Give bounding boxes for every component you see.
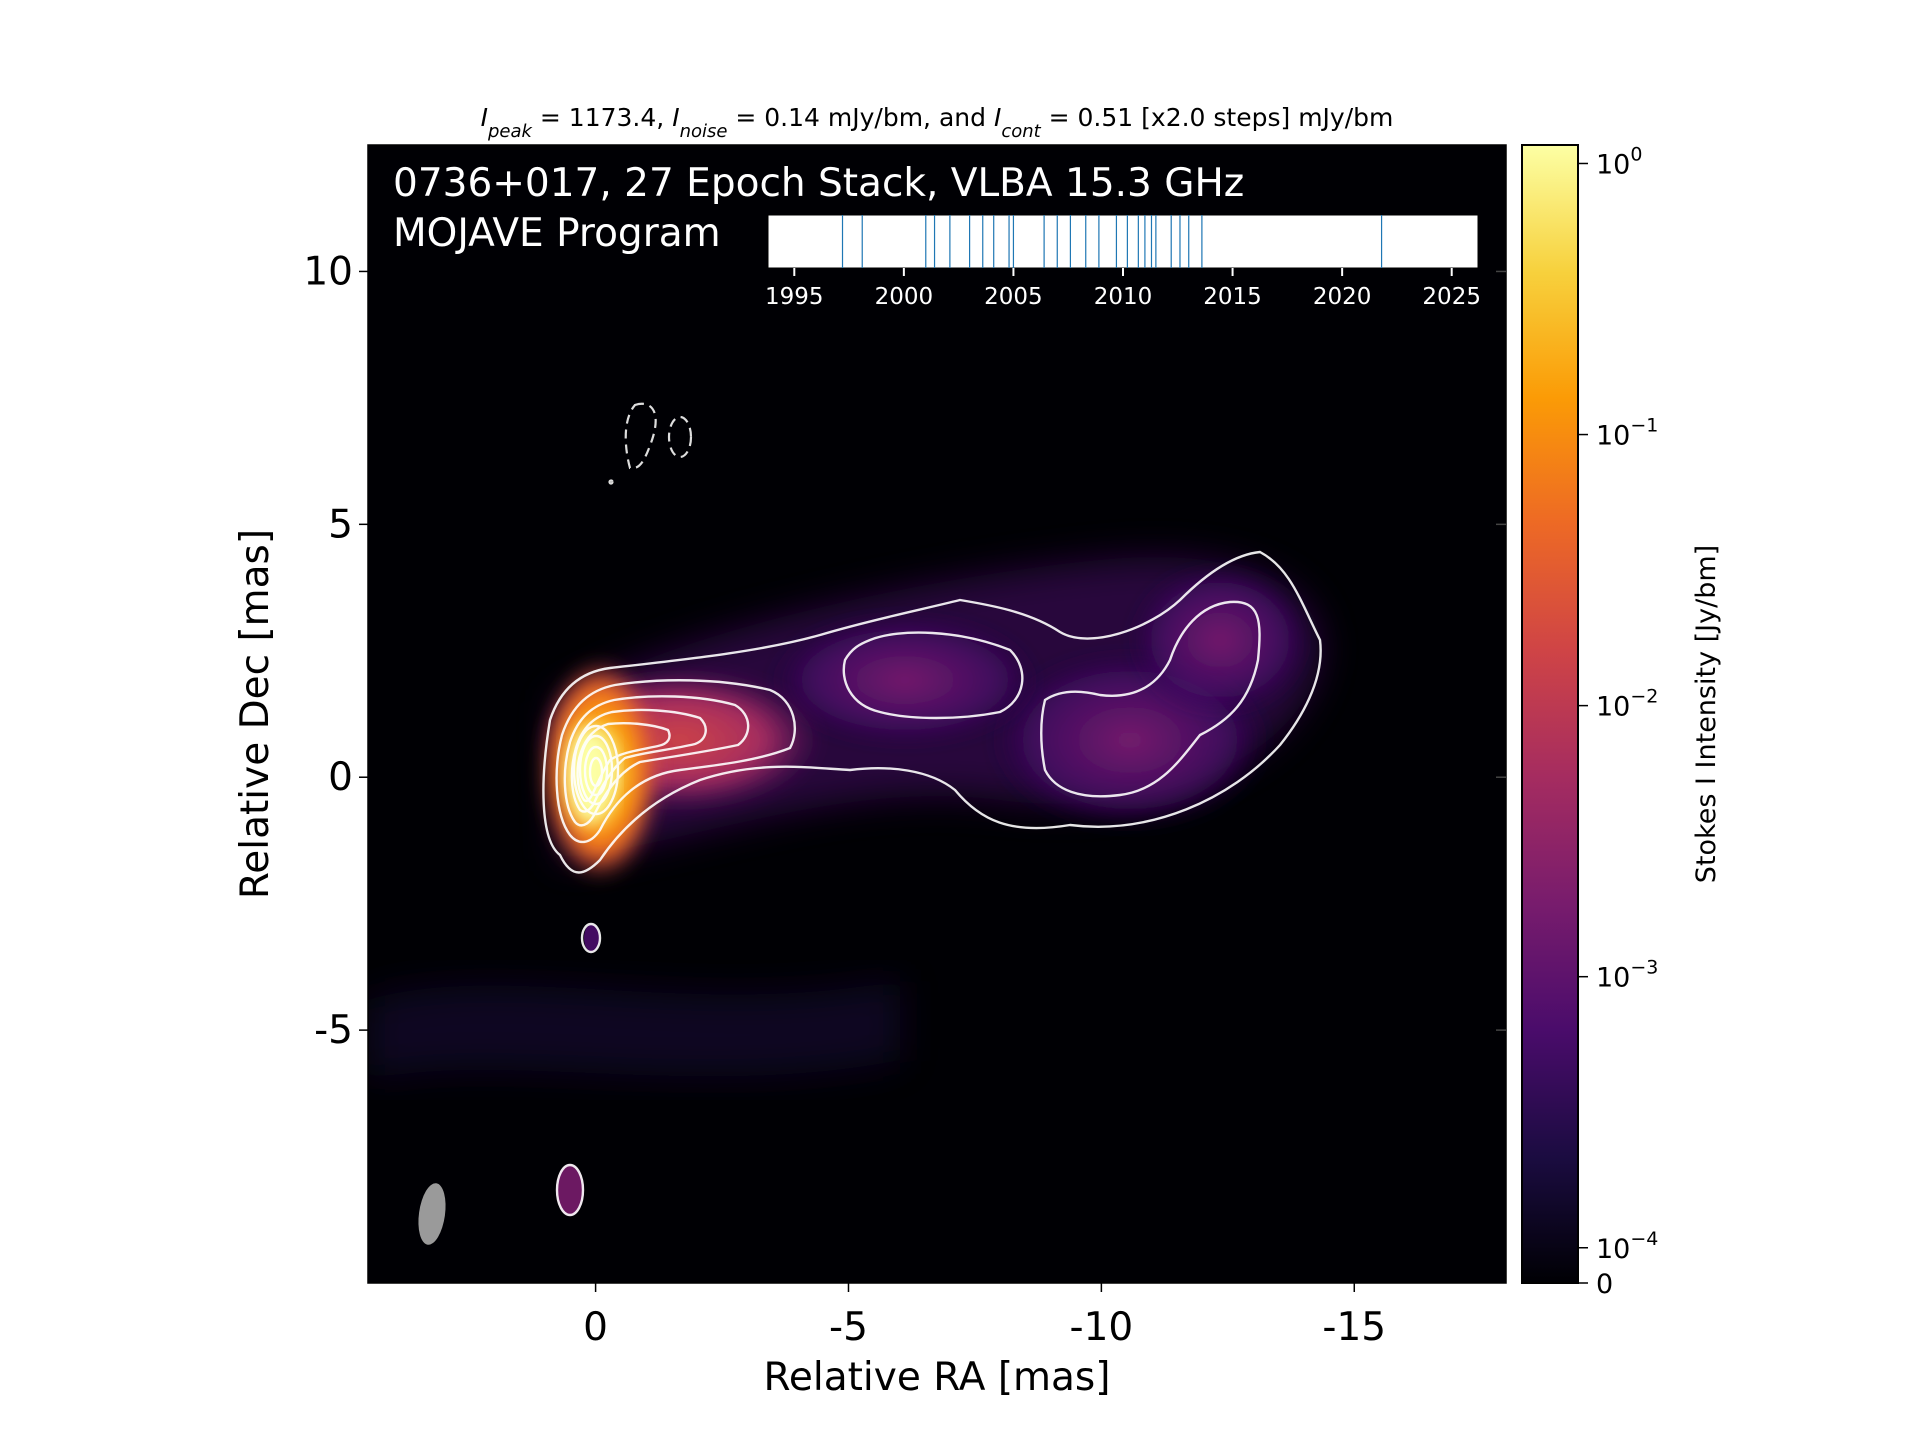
colorbar-tick-label: 10−3 xyxy=(1596,957,1658,994)
contour-core-3 xyxy=(583,745,609,797)
contour-inner-2 xyxy=(563,695,750,827)
title-segment: = 1173.4, xyxy=(532,103,672,132)
contour-blob-mid xyxy=(580,922,602,954)
timeline-tick-label: 2010 xyxy=(1094,284,1153,310)
timeline-tick-label: 2015 xyxy=(1203,284,1262,310)
timeline-tick-label: 1995 xyxy=(765,284,824,310)
title-segment: I xyxy=(994,103,1001,132)
title-segment: = 0.14 mJy/bm, and xyxy=(727,103,994,132)
title-segment: = 0.51 [x2.0 steps] mJy/bm xyxy=(1041,103,1394,132)
contour-inner-1 xyxy=(555,679,797,844)
timeline-tick-label: 2000 xyxy=(875,284,934,310)
program-label: MOJAVE Program xyxy=(393,211,721,256)
contour-lobe xyxy=(1040,600,1261,798)
colorbar-gradient xyxy=(1521,144,1579,1284)
timeline-tick-label: 2005 xyxy=(984,284,1043,310)
timeline-tick-label: 2020 xyxy=(1313,284,1372,310)
colorbar-tick-label: 10−1 xyxy=(1596,415,1658,452)
contour-core-4 xyxy=(588,756,604,788)
y-tick-label: 10 xyxy=(303,249,353,294)
negative-contours xyxy=(608,402,693,485)
y-axis-label: Relative Dec [mas] xyxy=(233,529,278,899)
colorbar: 0 10−4 10−3 10−2 10−1 100 Stokes I Intensity … xyxy=(1521,143,1722,1300)
contour-core-1 xyxy=(572,724,620,816)
timeline-tick-label: 2025 xyxy=(1422,284,1481,310)
colorbar-tick-label: 100 xyxy=(1596,143,1642,180)
contour-blob-south xyxy=(555,1163,585,1217)
colorbar-ticks: 0 10−4 10−3 10−2 10−1 100 xyxy=(1578,143,1658,1300)
timeline-box xyxy=(767,214,1479,269)
x-tick-label: -5 xyxy=(829,1305,868,1350)
image-panel: 0736+017, 27 Epoch Stack, VLBA 15.3 GHz … xyxy=(368,145,1506,1283)
colorbar-label: Stokes I Intensity [Jy/bm] xyxy=(1691,545,1722,883)
y-tick-label: 0 xyxy=(328,755,353,800)
x-tick-label: -15 xyxy=(1322,1305,1386,1350)
x-axis-label: Relative RA [mas] xyxy=(764,1355,1111,1400)
emission-map xyxy=(368,557,1321,1216)
plot-frame xyxy=(367,144,1507,1284)
plot-title: Ipeak = 1173.4, Inoise = 0.14 mJy/bm, an… xyxy=(481,103,1394,142)
contour-knot xyxy=(842,631,1024,720)
title-segment: noise xyxy=(680,121,728,142)
contour-core-2 xyxy=(578,734,614,806)
title-segment: cont xyxy=(1001,121,1041,142)
x-tick-label: 0 xyxy=(583,1305,608,1350)
epoch-timeline: 1995 2000 2005 2010 2015 2020 2025 xyxy=(765,214,1481,310)
x-tick-label: -10 xyxy=(1070,1305,1134,1350)
colorbar-tick-label: 10−2 xyxy=(1596,686,1658,723)
colorbar-tick-label: 10−4 xyxy=(1596,1228,1658,1265)
title-segment: peak xyxy=(487,121,534,142)
y-tick-label: -5 xyxy=(314,1008,353,1053)
timeline-ticks: 1995 2000 2005 2010 2015 2020 2025 xyxy=(765,268,1481,310)
title-segment: I xyxy=(481,103,488,132)
y-axis: 10 5 0 -5 xyxy=(303,249,1506,1053)
source-label: 0736+017, 27 Epoch Stack, VLBA 15.3 GHz xyxy=(393,161,1244,206)
colorbar-tick-label: 0 xyxy=(1596,1269,1613,1300)
title-segment: I xyxy=(672,103,679,132)
y-tick-label: 5 xyxy=(328,502,353,547)
beam-ellipse xyxy=(418,1183,446,1245)
x-axis: 0 -5 -10 -15 xyxy=(583,1283,1386,1350)
intensity-contours xyxy=(542,550,1322,1217)
epoch-lines xyxy=(841,215,1383,268)
contour-outer xyxy=(542,550,1322,874)
